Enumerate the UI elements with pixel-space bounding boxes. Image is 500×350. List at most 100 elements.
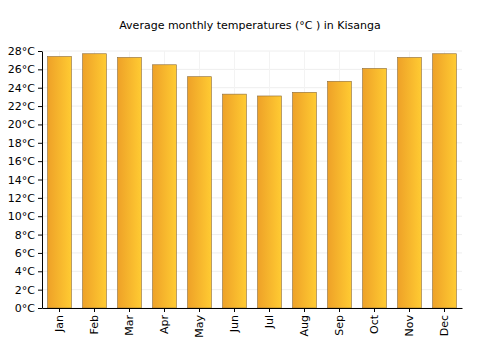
tick-label: 28°C — [8, 45, 35, 58]
tick-mark — [304, 308, 305, 312]
bar — [83, 54, 107, 308]
tick-mark — [444, 308, 445, 312]
grid — [42, 51, 462, 308]
tick-mark — [38, 143, 42, 144]
bar — [118, 57, 142, 308]
tick: 28°C — [8, 45, 42, 58]
bar — [328, 81, 352, 308]
tick: Dec — [438, 308, 451, 336]
tick: 18°C — [8, 137, 42, 150]
tick-label: 24°C — [8, 82, 35, 95]
title: Average monthly temperatures (°C ) in Ki… — [119, 19, 381, 32]
tick-label: Mar — [123, 315, 136, 336]
tick-mark — [199, 308, 200, 312]
bar — [153, 65, 177, 308]
tick: May — [193, 308, 206, 338]
tick-label: Oct — [368, 314, 381, 334]
tick: 14°C — [8, 174, 42, 187]
tick-label: Jan — [53, 315, 66, 333]
tick-mark — [38, 290, 42, 291]
chart: Average monthly temperatures (°C ) in Ki… — [0, 0, 500, 350]
tick-label: 4°C — [15, 265, 35, 278]
tick: 10°C — [8, 210, 42, 223]
bar — [258, 96, 282, 308]
tick-mark — [38, 271, 42, 272]
tick-label: 14°C — [8, 174, 35, 187]
x-axis: Jan Feb Mar Apr May Jun Jul Aug Sep Oct Nov Dec — [43, 308, 463, 338]
tick-mark — [59, 308, 60, 312]
tick-label: 8°C — [15, 229, 35, 242]
tick-mark — [38, 308, 42, 309]
tick-mark — [38, 106, 42, 107]
tick: 8°C — [15, 229, 42, 242]
tick-mark — [38, 161, 42, 162]
tick: 20°C — [8, 118, 42, 131]
tick: 22°C — [8, 100, 42, 113]
tick-mark — [234, 308, 235, 312]
tick: 24°C — [8, 82, 42, 95]
bar — [293, 92, 317, 308]
bar — [48, 57, 72, 308]
tick-label: 18°C — [8, 137, 35, 150]
tick: Jul — [263, 308, 276, 329]
tick-label: Jul — [263, 315, 276, 329]
y-axis: 0°C 2°C 4°C 6°C 8°C 10°C 12°C 14°C 16°C 18°C 20°C 2… — [8, 45, 43, 315]
tick: 4°C — [15, 265, 42, 278]
tick-label: Sep — [333, 315, 346, 336]
tick-mark — [129, 308, 130, 312]
tick-mark — [38, 88, 42, 89]
axis-line — [42, 52, 43, 309]
tick: Apr — [158, 308, 171, 334]
tick: Jan — [53, 308, 66, 333]
grid-line — [42, 51, 462, 52]
tick: 16°C — [8, 155, 42, 168]
tick: Aug — [298, 308, 311, 336]
tick-mark — [38, 51, 42, 52]
tick: Mar — [123, 308, 136, 336]
tick-label: 20°C — [8, 118, 35, 131]
tick-mark — [38, 69, 42, 70]
tick: Feb — [88, 308, 101, 334]
tick: 0°C — [15, 302, 42, 315]
tick-mark — [339, 308, 340, 312]
tick: 2°C — [15, 284, 42, 297]
tick: 26°C — [8, 63, 42, 76]
tick-mark — [38, 124, 42, 125]
tick-mark — [38, 235, 42, 236]
tick: Oct — [368, 308, 381, 334]
tick-label: Aug — [298, 315, 311, 336]
bar — [433, 54, 457, 308]
tick: 12°C — [8, 192, 42, 205]
tick-mark — [38, 198, 42, 199]
tick-label: 26°C — [8, 63, 35, 76]
bar — [398, 57, 422, 308]
tick-mark — [409, 308, 410, 312]
tick-mark — [38, 180, 42, 181]
tick-label: Jun — [228, 315, 241, 333]
tick-label: 0°C — [15, 302, 35, 315]
tick-mark — [164, 308, 165, 312]
tick: Jun — [228, 308, 241, 333]
tick-label: 6°C — [15, 247, 35, 260]
tick-label: Apr — [158, 315, 171, 335]
tick-mark — [38, 216, 42, 217]
bar — [188, 77, 212, 308]
tick-label: 22°C — [8, 100, 35, 113]
tick-label: Dec — [438, 315, 451, 336]
tick-label: 12°C — [8, 192, 35, 205]
tick-mark — [38, 253, 42, 254]
bars — [48, 54, 457, 308]
tick-label: May — [193, 315, 206, 338]
tick-label: 16°C — [8, 155, 35, 168]
tick-label: 2°C — [15, 284, 35, 297]
tick: Sep — [333, 308, 346, 336]
axis-line — [43, 308, 463, 309]
tick-mark — [374, 308, 375, 312]
bar — [363, 68, 387, 308]
tick: Nov — [403, 308, 416, 336]
tick-label: 10°C — [8, 210, 35, 223]
bar — [223, 94, 247, 308]
tick: 6°C — [15, 247, 42, 260]
tick-mark — [94, 308, 95, 312]
tick-mark — [269, 308, 270, 312]
